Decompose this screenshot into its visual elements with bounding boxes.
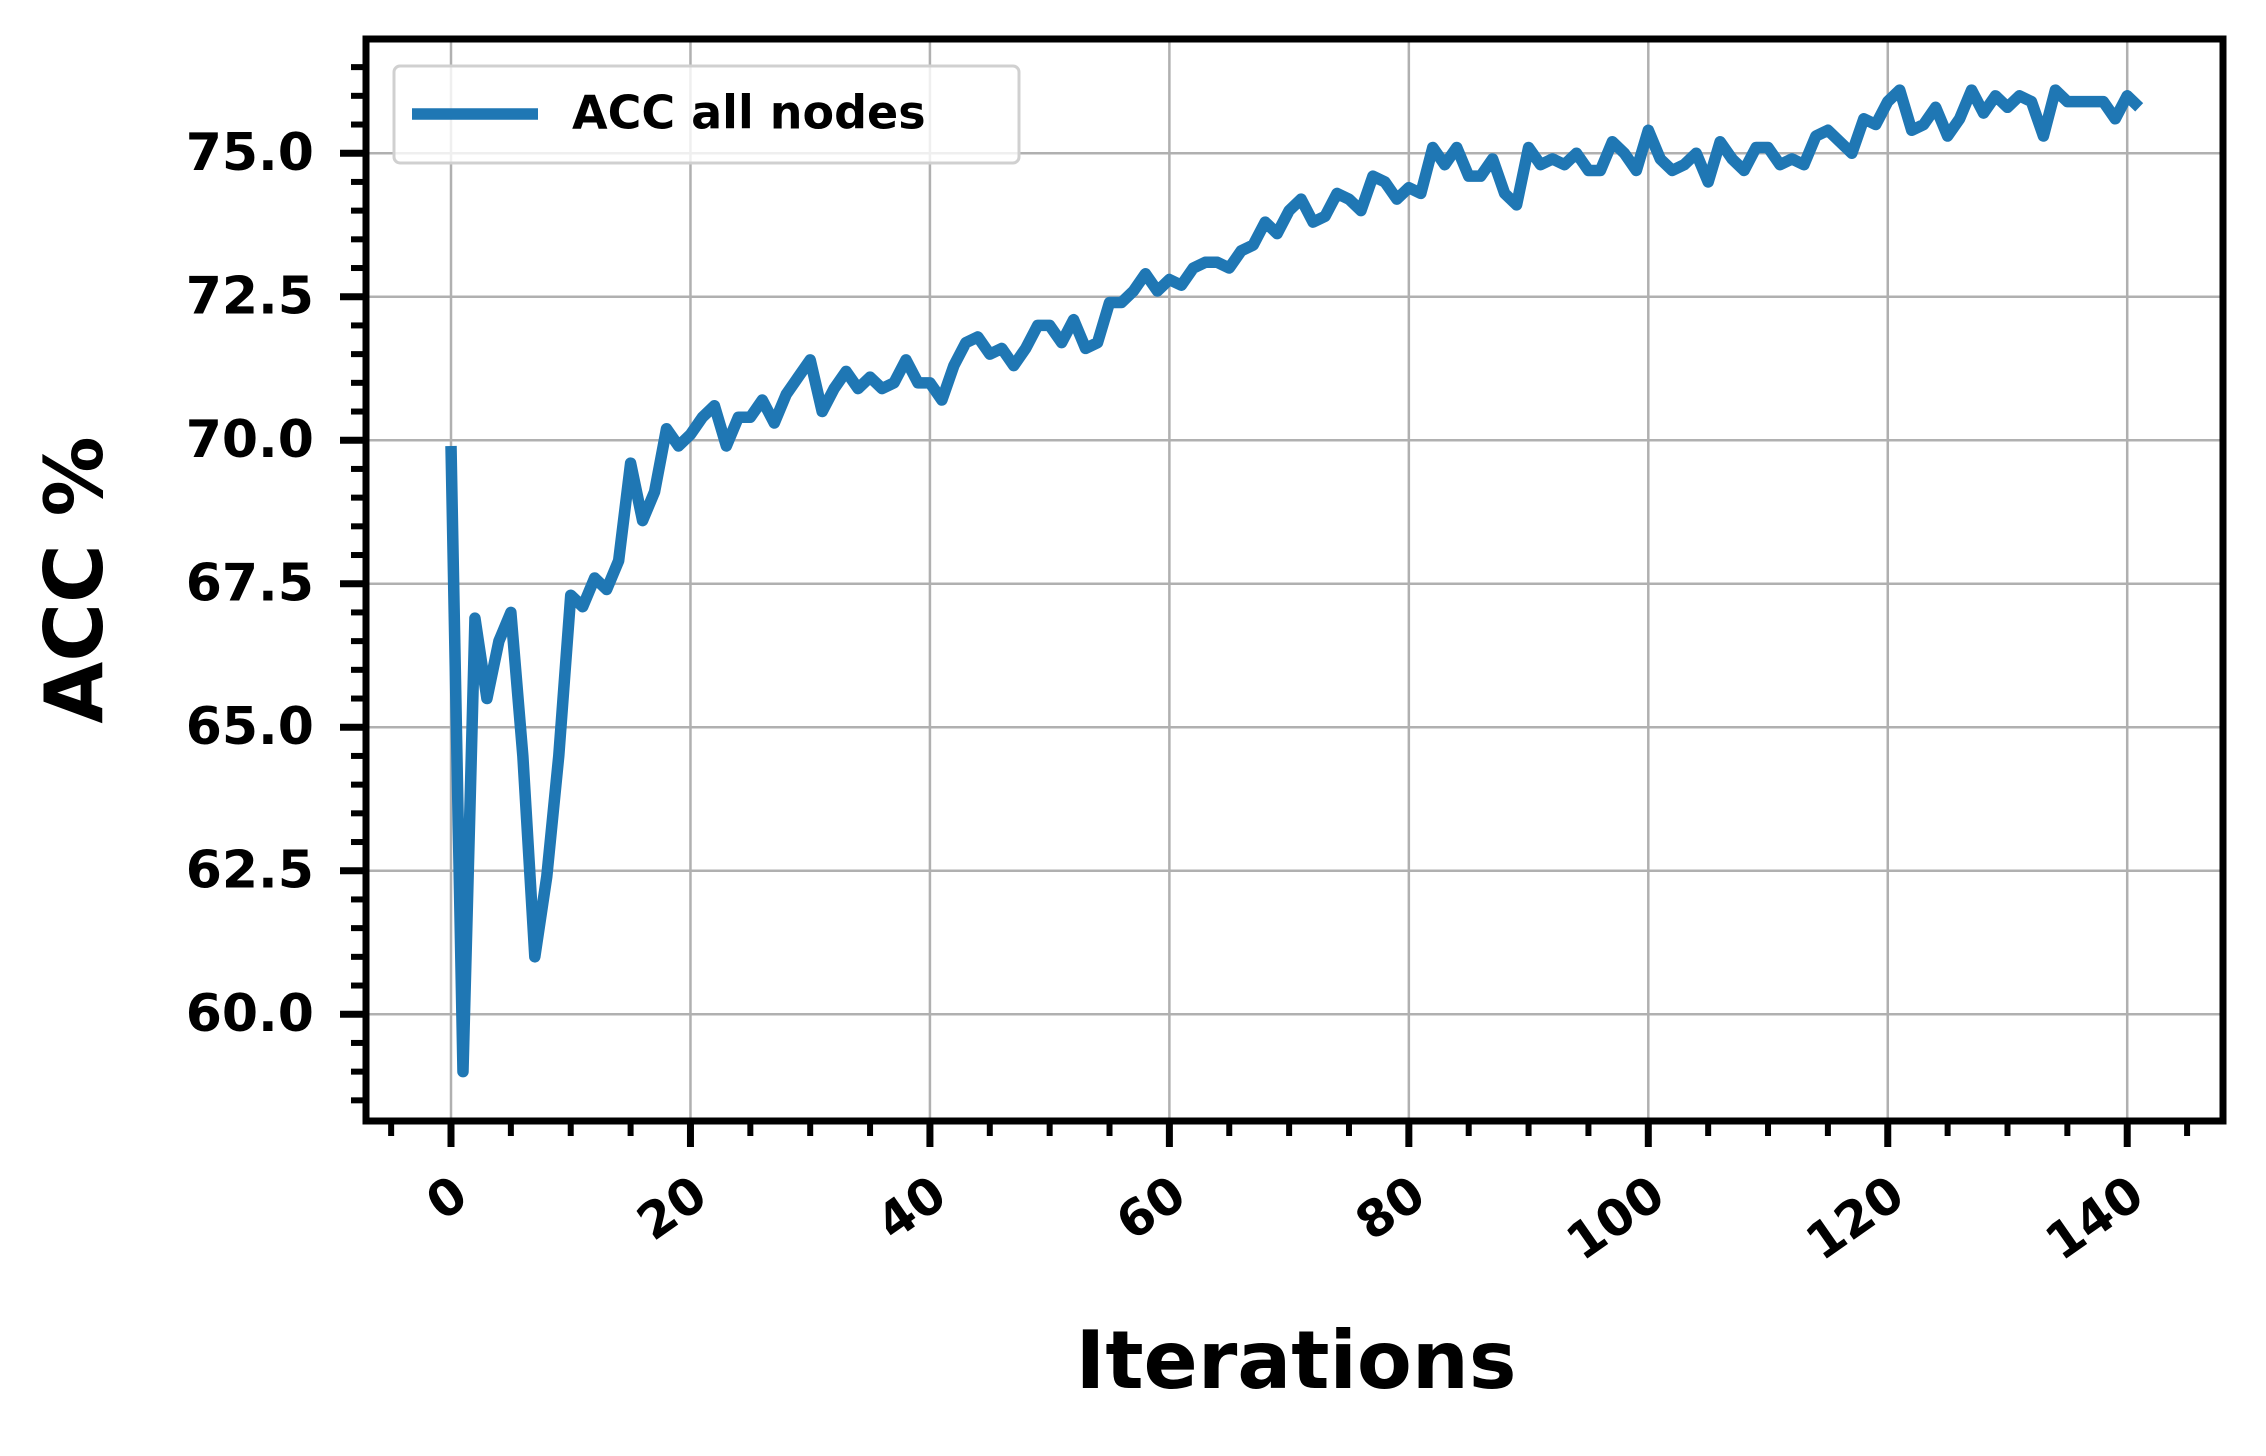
y-tick-label: 72.5 xyxy=(186,267,314,327)
x-tick-label: 40 xyxy=(866,1164,956,1251)
legend-label: ACC all nodes xyxy=(572,86,926,140)
x-tick-label: 80 xyxy=(1345,1164,1435,1251)
y-tick-label: 60.0 xyxy=(186,984,314,1044)
y-tick-label: 65.0 xyxy=(186,697,314,757)
x-tick-label: 0 xyxy=(416,1164,478,1231)
data-line xyxy=(445,84,2144,1078)
x-tick-label: 60 xyxy=(1106,1164,1196,1251)
y-tick-label: 75.0 xyxy=(186,123,314,183)
x-tick-label: 20 xyxy=(627,1164,717,1251)
x-tick-label: 100 xyxy=(1556,1164,1675,1271)
y-tick-label: 67.5 xyxy=(186,554,314,614)
x-axis-label: Iterations xyxy=(1076,1314,1517,1407)
y-axis-label: ACC % xyxy=(28,436,121,723)
y-tick-label: 62.5 xyxy=(186,841,314,901)
x-tick-label: 140 xyxy=(2035,1164,2154,1271)
legend-box xyxy=(392,64,1021,165)
plot-frame xyxy=(362,35,2227,1125)
y-tick-label: 70.0 xyxy=(186,410,314,470)
x-tick-label: 120 xyxy=(1796,1164,1915,1271)
